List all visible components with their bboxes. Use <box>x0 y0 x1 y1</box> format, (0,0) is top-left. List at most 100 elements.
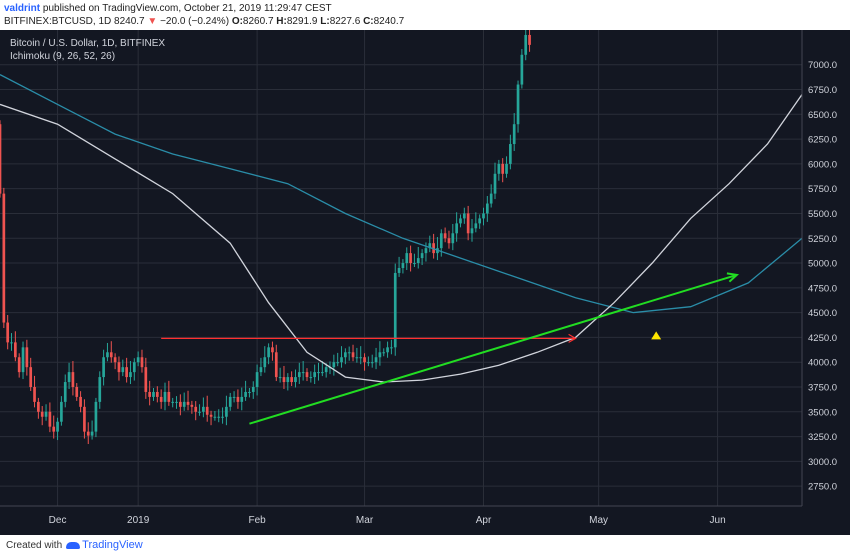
candle-body <box>148 391 151 397</box>
candle-body <box>297 372 301 378</box>
chart-background <box>0 30 850 535</box>
candle-body <box>163 391 167 402</box>
price-change: −20.0 (−0.24%) <box>160 16 230 27</box>
axes: 2750.0 3000.0 3250.0 3500.0 3750.0 4000.0 4250… <box>0 30 850 535</box>
y-tick-label: 3500.0 <box>808 407 837 418</box>
x-tick-label: May <box>589 515 608 526</box>
candle-body <box>217 416 221 418</box>
candle-body <box>136 357 140 363</box>
candle-body <box>90 431 94 436</box>
candle-body <box>106 352 109 358</box>
candle-body <box>355 357 359 359</box>
candle-body <box>317 372 320 374</box>
candle-body <box>520 54 524 85</box>
candle-body <box>205 406 209 415</box>
low-value: 8227.6 <box>329 16 361 27</box>
x-tick-label: Mar <box>356 515 374 526</box>
candle-body <box>29 367 33 387</box>
candle-body <box>79 396 82 407</box>
candle-body <box>109 352 113 358</box>
candle-body <box>225 406 228 417</box>
candle-body <box>271 347 274 353</box>
slow-average-line <box>0 74 803 314</box>
x-tick-label: Jun <box>710 515 726 526</box>
x-tick-label: 2019 <box>127 515 150 526</box>
y-tick-label: 4000.0 <box>808 358 837 369</box>
tradingview-brand[interactable]: TradingView <box>82 539 143 551</box>
candle-body <box>528 34 531 45</box>
candle-body <box>140 357 144 368</box>
candle-body <box>359 357 363 359</box>
candle-body <box>509 144 512 164</box>
down-arrow-icon: ▼ <box>147 16 158 27</box>
candle-body <box>102 357 105 378</box>
y-tick-label: 3000.0 <box>808 457 837 468</box>
candle-body <box>482 213 485 219</box>
chart-canvas[interactable]: 2750.0 3000.0 3250.0 3500.0 3750.0 4000.0 4250… <box>0 25 850 535</box>
candle-body <box>52 426 56 432</box>
candle-body <box>278 377 282 379</box>
y-axis-panel[interactable] <box>802 30 850 535</box>
candle-body <box>336 362 340 364</box>
x-axis-panel[interactable] <box>0 506 850 535</box>
author-name[interactable]: valdrint <box>4 3 41 14</box>
candle-body <box>309 377 313 379</box>
y-tick-label: 3750.0 <box>808 383 837 394</box>
candle-body <box>344 352 347 358</box>
candle-body <box>17 357 21 373</box>
high-label: H: <box>276 16 287 27</box>
candle-body <box>14 342 17 358</box>
candle-body <box>236 396 240 402</box>
close-label: C: <box>363 16 374 27</box>
candle-body <box>497 163 501 174</box>
y-tick-label: 6500.0 <box>808 110 837 121</box>
candle-body <box>213 416 217 418</box>
candle-body <box>420 253 424 259</box>
fast-average-line <box>0 94 803 383</box>
symbol-label: BITFINEX:BTCUSD, 1D <box>4 16 112 27</box>
candle-body <box>221 416 224 418</box>
candle-body <box>347 352 351 354</box>
candle-body <box>294 377 297 383</box>
candle-body <box>209 414 213 417</box>
candle-body <box>474 223 478 229</box>
candle-body <box>512 124 516 145</box>
candle-body <box>462 213 466 219</box>
indicator-lines <box>0 74 803 425</box>
candle-body <box>301 372 305 374</box>
candle-body <box>121 367 125 373</box>
candle-body <box>179 401 182 407</box>
candle-body <box>251 387 255 392</box>
support-trend-line <box>249 273 738 425</box>
y-tick-label: 6250.0 <box>808 135 837 146</box>
candle-body <box>194 406 198 412</box>
candle-body <box>370 362 374 364</box>
candle-body <box>374 357 378 363</box>
candle-body <box>290 377 293 383</box>
candle-body <box>186 401 190 405</box>
y-tick-label: 4500.0 <box>808 308 837 319</box>
candle-body <box>459 218 462 224</box>
x-tick-label: Dec <box>49 515 67 526</box>
candle-body <box>428 243 432 249</box>
high-value: 8291.9 <box>286 16 318 27</box>
candle-body <box>382 352 386 354</box>
candle-body <box>10 342 13 344</box>
candle-body <box>132 362 136 373</box>
candle-body <box>190 404 194 407</box>
candle-body <box>232 396 236 398</box>
candle-body <box>159 396 163 402</box>
indicator-label[interactable]: Ichimoku (9, 26, 52, 26) <box>10 51 115 62</box>
candle-body <box>397 268 401 273</box>
y-tick-label: 5500.0 <box>808 209 837 220</box>
candle-body <box>240 396 244 402</box>
candle-body <box>489 193 493 204</box>
y-tick-label: 4750.0 <box>808 283 837 294</box>
cross-marker-icon <box>651 331 662 340</box>
candle-body <box>478 218 482 224</box>
candle-body <box>466 213 470 234</box>
price-chart[interactable]: 2750.0 3000.0 3250.0 3500.0 3750.0 4000.0 4250… <box>0 25 850 535</box>
open-value: 8260.7 <box>242 16 274 27</box>
candle-body <box>48 411 52 427</box>
y-tick-label: 5250.0 <box>808 234 837 245</box>
